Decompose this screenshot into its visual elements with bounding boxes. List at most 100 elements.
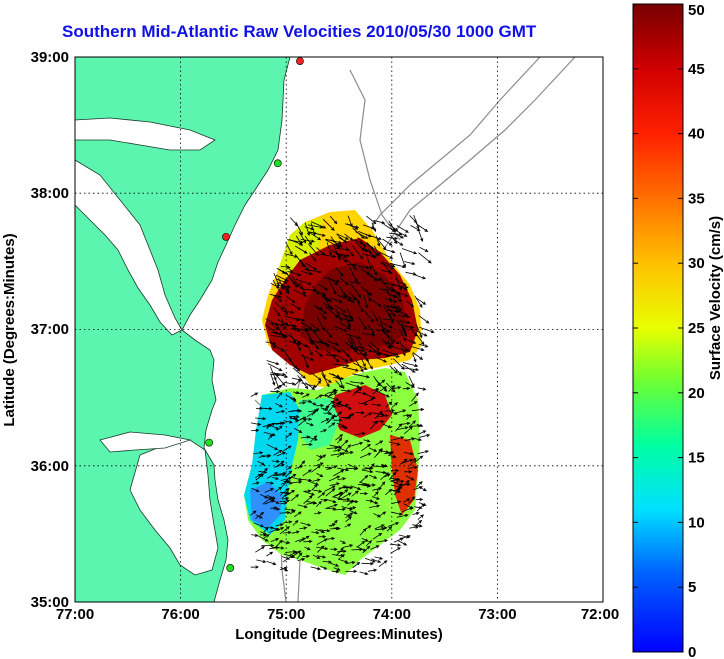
velocity-arrow	[376, 379, 386, 388]
velocity-arrow	[333, 448, 342, 453]
velocity-arrow	[276, 267, 286, 274]
velocity-arrow	[272, 476, 280, 480]
map-title: Southern Mid-Atlantic Raw Velocities 201…	[62, 22, 537, 41]
velocity-arrow	[294, 245, 308, 254]
velocity-arrow	[288, 415, 300, 419]
velocity-arrow	[299, 526, 308, 530]
velocity-arrow	[306, 436, 318, 441]
velocity-arrow	[306, 500, 318, 505]
velocity-arrow	[394, 284, 408, 291]
velocity-arrow	[309, 252, 317, 262]
velocity-arrow	[412, 353, 417, 363]
velocity-arrow	[389, 337, 400, 345]
velocity-arrow	[252, 481, 260, 485]
velocity-arrow	[291, 477, 303, 481]
velocity-arrow	[250, 510, 257, 516]
velocity-arrow	[392, 386, 402, 390]
velocity-arrow	[415, 223, 429, 233]
velocity-arrow	[418, 230, 424, 242]
velocity-arrow	[263, 431, 276, 437]
velocity-arrow	[372, 310, 379, 323]
velocity-arrow	[419, 433, 431, 438]
velocity-arrow	[321, 292, 331, 303]
velocity-arrow	[270, 293, 282, 298]
velocity-arrow	[378, 251, 394, 259]
velocity-arrow	[269, 546, 280, 550]
velocity-arrow	[312, 478, 321, 482]
colorbar-tick-label: 35	[688, 190, 705, 207]
velocity-arrow	[255, 473, 265, 481]
velocity-arrow	[273, 295, 283, 302]
velocity-arrow	[347, 338, 358, 354]
velocity-arrow	[286, 395, 297, 400]
colorbar-tick-label: 50	[688, 2, 705, 19]
velocity-arrow	[335, 380, 343, 389]
velocity-arrow	[330, 249, 342, 258]
velocity-arrow	[279, 499, 291, 503]
velocity-arrow	[308, 243, 319, 257]
velocity-arrow	[364, 557, 376, 563]
velocity-arrow	[405, 475, 415, 481]
velocity-arrow	[338, 559, 349, 564]
velocity-arrow	[303, 539, 313, 544]
velocity-arrow	[316, 545, 325, 553]
velocity-arrow	[351, 490, 359, 497]
x-tick-label: 74:00	[373, 606, 411, 623]
velocity-arrow	[293, 289, 307, 297]
velocity-arrow	[272, 279, 282, 296]
velocity-arrow	[383, 305, 401, 309]
velocity-arrow	[361, 562, 375, 566]
colorbar-tick-label: 0	[688, 644, 696, 659]
velocity-arrow	[297, 375, 309, 390]
velocity-arrow	[376, 322, 391, 333]
velocity-arrow	[281, 496, 290, 501]
velocity-arrow	[391, 500, 402, 505]
velocity-arrow	[383, 318, 396, 322]
velocity-arrow	[267, 363, 283, 372]
velocity-arrow	[337, 554, 345, 560]
velocity-arrow	[274, 344, 285, 352]
velocity-arrow	[319, 284, 329, 291]
velocity-arrow	[286, 296, 296, 303]
velocity-arrow	[370, 342, 380, 351]
velocity-arrow	[370, 262, 377, 276]
velocity-arrow	[412, 511, 420, 516]
velocity-arrow	[383, 306, 392, 319]
velocity-arrow	[253, 451, 264, 455]
velocity-arrow	[417, 387, 427, 391]
velocity-arrow	[401, 344, 410, 352]
velocity-arrow	[286, 333, 302, 344]
velocity-arrow	[337, 467, 350, 472]
velocity-arrow	[359, 452, 372, 459]
velocity-arrow	[374, 524, 385, 530]
velocity-arrow	[311, 530, 320, 535]
velocity-arrow	[286, 473, 297, 481]
velocity-arrow	[325, 507, 337, 511]
velocity-arrow	[340, 403, 353, 410]
velocity-arrow	[395, 274, 402, 292]
velocity-arrow	[393, 302, 398, 314]
velocity-arrow	[382, 349, 399, 356]
y-tick-label: 35:00	[31, 594, 69, 611]
velocity-arrow	[328, 422, 336, 428]
velocity-arrow	[352, 387, 363, 396]
velocity-arrow	[418, 252, 432, 264]
velocity-arrow	[270, 506, 278, 510]
velocity-arrow	[401, 322, 407, 336]
velocity-arrow	[279, 526, 290, 535]
velocity-arrow	[280, 488, 290, 496]
velocity-arrow	[401, 248, 418, 255]
velocity-arrow	[265, 341, 277, 346]
velocity-arrow	[355, 359, 364, 373]
velocity-arrow	[290, 303, 302, 310]
velocity-arrow	[393, 366, 403, 376]
velocity-arrow	[320, 498, 328, 502]
velocity-arrow	[352, 373, 371, 379]
radar-station-marker	[273, 159, 282, 168]
velocity-arrow	[370, 558, 382, 563]
velocity-arrow	[375, 236, 387, 251]
velocity-arrow	[387, 522, 400, 527]
velocity-arrow	[356, 540, 366, 548]
velocity-arrow	[344, 414, 353, 420]
